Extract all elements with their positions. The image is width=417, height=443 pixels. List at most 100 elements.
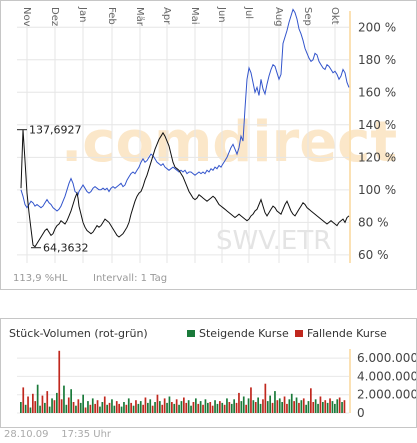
volume-y-tick-label: 2.000.000 [357,388,416,402]
month-tick-label: Mai [189,7,200,25]
volume-bar [341,402,343,413]
volume-bar [216,403,219,413]
volume-bar [276,400,279,413]
footer-time: 17:35 Uhr [61,429,112,440]
volume-bar [259,403,262,413]
volume-bar [94,403,96,413]
volume-bar [149,399,152,413]
volume-bar [127,398,130,413]
volume-bar [144,397,147,413]
volume-bar [53,400,56,413]
price-chart: .comdirect SWV.ETR Nov Dez Jan Feb Mär Apr Mai Ju… [13,6,397,284]
legend-swatch [295,330,303,337]
price-chart-panel: .comdirect SWV.ETR Nov Dez Jan Feb Mär Apr Mai Ju… [0,0,417,290]
volume-bar [286,403,288,413]
volume-chart-panel: Stück-Volumen (rot-grün) Steigende Kurse F… [0,318,417,428]
volume-bar [135,400,137,413]
volume-bar [278,398,281,413]
volume-bar [142,404,144,413]
volume-bar [70,389,72,413]
volume-bar [20,402,22,413]
volume-bar [63,385,65,413]
volume-bar [211,405,214,413]
volume-bar [331,401,334,413]
volume-bar [101,402,104,413]
benchmark-line [20,8,350,212]
volume-bar [317,403,319,413]
volume-bar [173,403,176,413]
volume-bar [120,406,123,413]
high-annotation: 137,6927 [29,124,82,137]
volume-bar [207,402,209,413]
volume-bar [51,398,53,413]
volume-bar [161,404,164,413]
volume-bar [245,404,247,413]
volume-bar [310,388,312,413]
volume-bar [247,398,250,413]
legend-swatch [187,330,195,337]
month-tick-label: Apr [161,7,172,25]
volume-bar [219,401,221,413]
volume-bar [271,402,274,413]
volume-bar [290,393,293,413]
volume-bar [190,405,192,413]
volume-bar [84,407,87,413]
volume-bar [257,397,259,413]
month-tick-label: Dez [49,7,60,26]
volume-bar [269,395,271,413]
volume-bar [44,402,46,413]
volume-bar [103,396,106,413]
volume-title: Stück-Volumen (rot-grün) [9,327,148,340]
volume-bar [262,399,264,413]
volume-bar [195,398,197,413]
volume-bar [221,402,224,413]
watermark-text: .comdirect [61,110,397,175]
volume-bar [89,404,92,413]
y-tick-label: 180 % [358,53,396,67]
volume-bar [113,405,116,413]
month-tick-label: Sep [302,7,313,26]
volume-bar [307,401,310,413]
y-tick-label: 200 % [358,20,396,34]
volume-bar [338,397,341,413]
volume-bar [305,404,307,413]
footer-timestamp: 28.10.09 17:35 Uhr [4,429,111,440]
volume-current-marker [349,349,351,413]
volume-bar [233,399,235,413]
volume-bar [32,393,34,413]
volume-bar [302,398,305,413]
volume-bar [235,402,238,413]
legend-label: Steigende Kurse [199,327,289,340]
volume-bar [65,404,68,413]
month-tick-label: Mär [134,7,145,27]
volume-bar [118,403,120,413]
volume-bar [130,402,132,413]
volume-bar [39,405,41,413]
volume-bar [199,401,202,413]
volume-bar [314,399,317,413]
volume-bar [175,399,178,413]
volume-bar [58,350,61,413]
volume-bar [334,403,336,413]
volume-bar [197,403,200,413]
volume-bar [48,406,51,413]
legend-label: Fallende Kurse [307,327,387,340]
y-tick-label: 140 % [358,118,396,132]
month-tick-label: Jul [243,6,254,19]
volume-bar [214,400,216,413]
volume-bar [274,391,276,413]
volume-bar [147,402,149,413]
volume-bar [187,400,190,413]
volume-y-tick-label: 0 [357,406,365,420]
volume-bar [125,404,128,413]
volume-bar [319,396,322,413]
volume-bar [168,396,171,413]
volume-bar [329,398,331,413]
volume-bar [108,402,111,413]
volume-bar [266,401,269,413]
volume-bar [183,397,185,413]
volume-bar [324,400,327,413]
volume-bar [228,402,231,413]
volume-bar [264,383,267,413]
volume-bar [322,402,324,413]
